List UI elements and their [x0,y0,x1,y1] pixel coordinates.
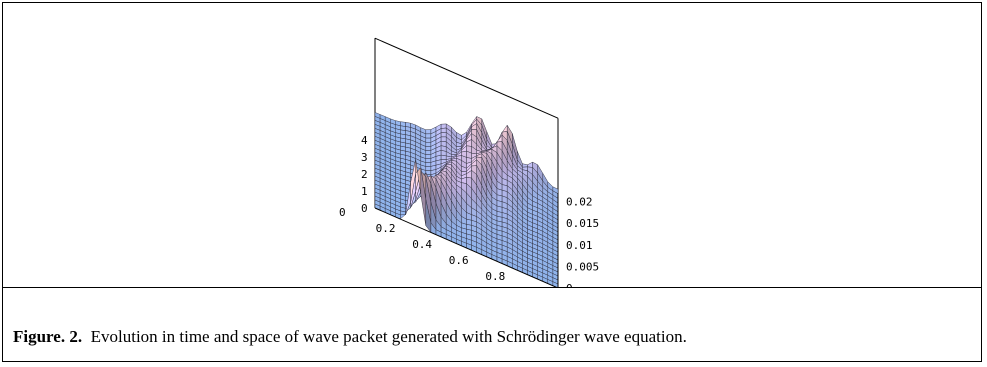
x-tick-label: 0 [339,206,346,219]
surface-facet [440,154,447,160]
surface-facet [425,158,432,163]
t-tick-label: 0.015 [566,217,599,230]
caption-text: Evolution in time and space of wave pack… [90,327,687,346]
surface-facet [527,161,533,168]
x-tick-label: 1 [522,286,529,287]
z-tick-label: 4 [361,134,368,147]
surface-facet [425,162,432,167]
surface-facet [425,150,432,155]
box-edge [374,37,559,119]
t-tick-label: 0.02 [566,196,593,209]
surface-facet [440,127,447,133]
box-edge [374,207,557,287]
x-tick-label: 0.4 [412,238,432,251]
t-tick-label: 0 [566,282,573,287]
surface-facet [425,133,432,139]
z-tick-label: 0 [361,202,368,215]
x-tick-label: 0.6 [449,254,469,267]
x-tick-label: 0.8 [485,270,505,283]
caption-label: Figure. 2. [13,327,83,346]
z-tick-label: 2 [361,168,368,181]
t-axis-ticks: 0 0.005 0.01 0.015 0.02 [566,196,599,287]
surface-facet [425,142,432,147]
z-tick-label: 3 [361,151,368,164]
surface-facet [440,132,447,138]
surface-facet [440,136,447,142]
z-axis-ticks: 0 1 2 3 4 [361,134,368,215]
bounding-box-front [374,193,559,287]
surface-facet [425,154,432,159]
t-tick-label: 0.01 [566,239,593,252]
figure-caption: Figure. 2. Evolution in time and space o… [13,327,687,347]
surface-facet [496,134,503,143]
z-tick-label: 1 [361,185,368,198]
surface-facet [425,146,432,151]
surface-facet [522,163,528,168]
surface-facet [425,137,432,143]
t-tick-label: 0.005 [566,260,599,273]
surface-facet [440,123,447,129]
surface-facet [425,129,432,135]
figure-frame: 0 0.2 0.4 0.6 0.8 1 0 0.005 0.01 0.015 0.02 0 1 2 3 4… [2,2,982,362]
surface-facet [425,166,432,171]
surface-facet [400,214,406,220]
x-axis-ticks: 0 0.2 0.4 0.6 0.8 1 [339,206,529,287]
plot-panel: 0 0.2 0.4 0.6 0.8 1 0 0.005 0.01 0.015 0.02 0 1 2 3 4 [3,3,981,288]
surface-plot: 0 0.2 0.4 0.6 0.8 1 0 0.005 0.01 0.015 0.02 0 1 2 3 4 [339,37,599,287]
surface-mesh [374,112,559,287]
x-tick-label: 0.2 [376,222,396,235]
